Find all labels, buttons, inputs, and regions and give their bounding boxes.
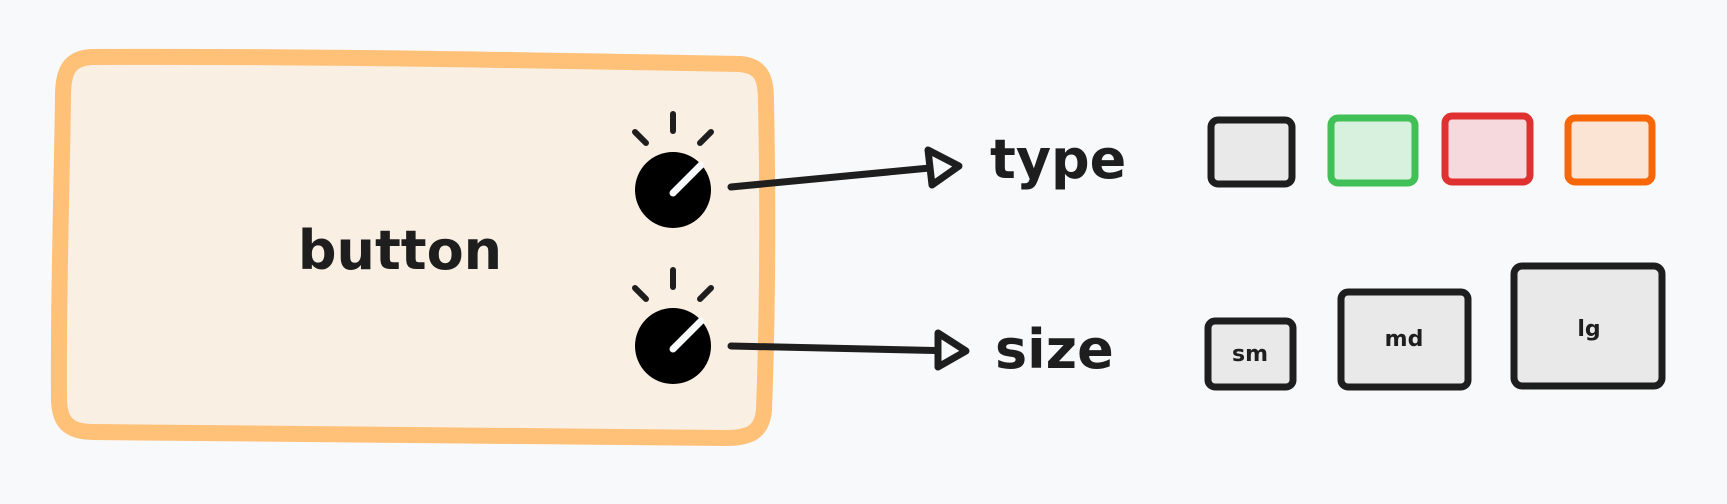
size-swatch-md bbox=[1337, 288, 1472, 391]
component-box-shape bbox=[50, 48, 776, 446]
arrow-icon bbox=[727, 146, 963, 191]
type-swatch-warning bbox=[1564, 114, 1656, 186]
size-label-sm: sm bbox=[1232, 342, 1268, 367]
type-variants bbox=[1207, 112, 1656, 188]
component-box bbox=[50, 48, 776, 446]
type-swatch-danger bbox=[1441, 112, 1534, 186]
size-label-lg: lg bbox=[1577, 317, 1600, 342]
size-swatch-lg bbox=[1510, 262, 1666, 390]
knob-icon bbox=[632, 111, 714, 228]
arrow-icon bbox=[727, 329, 970, 371]
size-label-md: md bbox=[1385, 327, 1424, 352]
component-label: button bbox=[298, 219, 502, 282]
prop-label-type: type bbox=[990, 128, 1126, 191]
type-swatch-success bbox=[1327, 114, 1419, 187]
size-variants: sm md lg bbox=[1204, 262, 1666, 391]
type-swatch-default bbox=[1207, 116, 1296, 188]
knob-icon bbox=[632, 267, 714, 384]
size-swatch-sm bbox=[1204, 317, 1297, 391]
prop-label-size: size bbox=[995, 318, 1114, 381]
